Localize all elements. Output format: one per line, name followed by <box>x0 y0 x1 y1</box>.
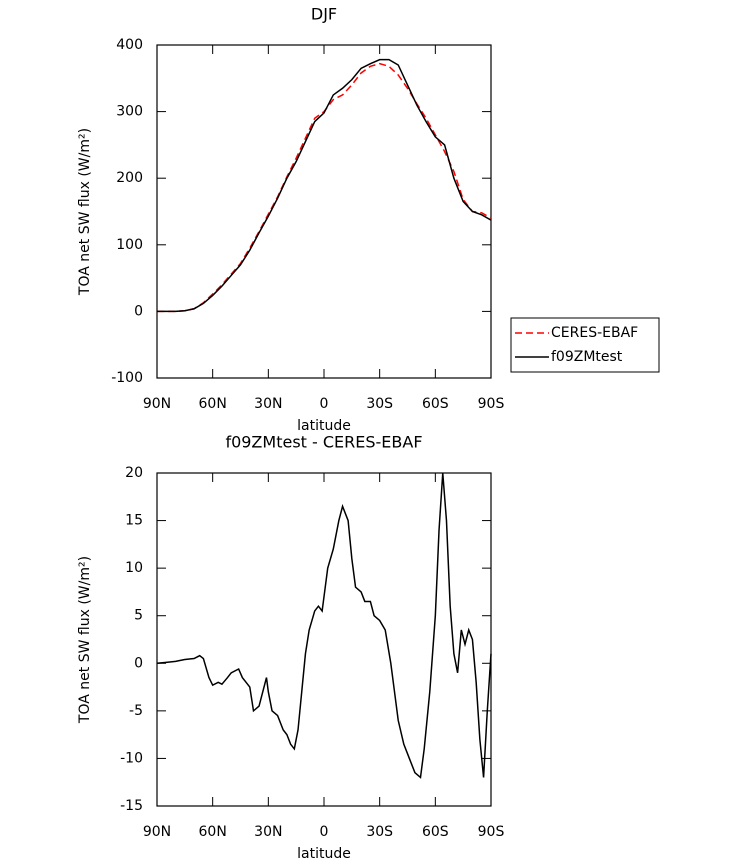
x-tick-label: 60S <box>422 396 449 412</box>
y-tick-label: 15 <box>125 513 143 529</box>
x-tick-label: 30N <box>254 396 282 412</box>
x-axis-label: latitude <box>297 418 351 434</box>
y-tick-label: 5 <box>134 608 143 624</box>
x-tick-label: 60N <box>199 396 227 412</box>
y-tick-label: 20 <box>125 465 143 481</box>
x-tick-label: 90S <box>478 824 505 840</box>
data-line <box>156 472 492 779</box>
chart-title: DJF <box>311 5 337 24</box>
x-tick-label: 30S <box>366 824 393 840</box>
y-tick-label: 0 <box>134 655 143 671</box>
y-tick-label: -5 <box>129 703 143 719</box>
y-tick-label: -100 <box>111 370 143 386</box>
plot-frame <box>156 472 492 807</box>
x-tick-label: 60N <box>199 824 227 840</box>
y-tick-label: 10 <box>125 560 143 576</box>
legend-box <box>510 317 660 373</box>
x-axis-label: latitude <box>297 846 351 862</box>
x-tick-label: 30N <box>254 824 282 840</box>
legend-label: f09ZMtest <box>551 349 623 365</box>
y-tick-label: 400 <box>116 37 143 53</box>
x-tick-label: 90N <box>143 396 171 412</box>
chart-title: f09ZMtest - CERES-EBAF <box>225 433 422 452</box>
y-tick-label: -15 <box>120 798 143 814</box>
y-tick-label: 200 <box>116 170 143 186</box>
y-axis-label: TOA net SW flux (W/m²) <box>77 556 93 724</box>
data-line <box>157 58 492 313</box>
x-tick-label: 0 <box>320 396 329 412</box>
y-tick-label: 100 <box>116 237 143 253</box>
y-tick-label: -10 <box>120 750 143 766</box>
y-tick-label: 300 <box>116 104 143 120</box>
x-tick-label: 0 <box>320 824 329 840</box>
y-tick-label: 0 <box>134 303 143 319</box>
x-tick-label: 60S <box>422 824 449 840</box>
y-axis-label: TOA net SW flux (W/m²) <box>77 128 93 296</box>
data-line <box>157 62 492 313</box>
plot-frame <box>156 44 492 379</box>
x-tick-label: 30S <box>366 396 393 412</box>
legend-label: CERES-EBAF <box>551 325 638 341</box>
x-tick-label: 90N <box>143 824 171 840</box>
x-tick-label: 90S <box>478 396 505 412</box>
